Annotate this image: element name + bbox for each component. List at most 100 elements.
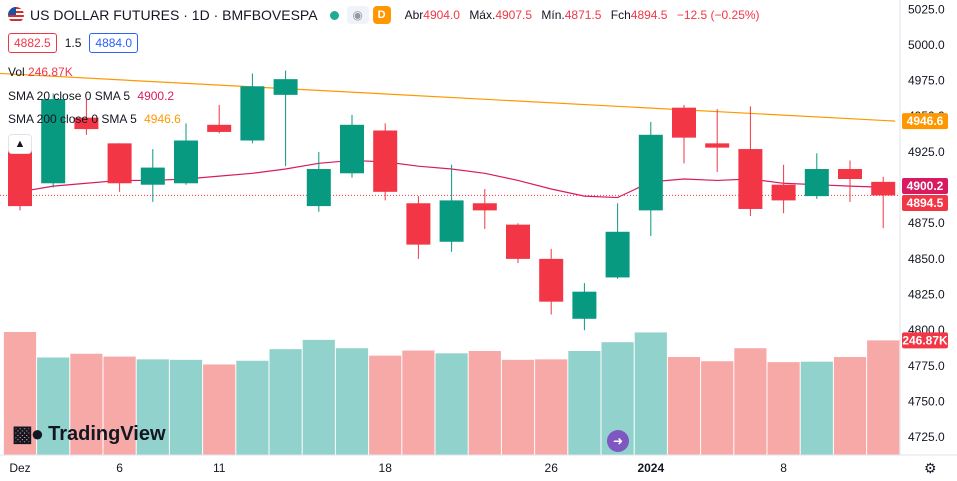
last-price-tag-bg xyxy=(902,195,948,211)
data-delay-badge[interactable]: D xyxy=(372,6,391,24)
volume-bar xyxy=(634,332,667,455)
vol-label: Vol xyxy=(8,65,25,79)
time-tick-label: 6 xyxy=(116,461,123,475)
candle xyxy=(506,223,530,264)
volume-bar xyxy=(103,356,136,455)
candle xyxy=(306,151,331,212)
us-flag-icon xyxy=(8,7,24,23)
vol-value: 246.87K xyxy=(28,65,73,79)
volume-price-tag: 246.87K xyxy=(902,332,948,349)
candle xyxy=(41,93,66,188)
candle xyxy=(572,283,597,331)
candle-body xyxy=(539,258,564,302)
volume-bar xyxy=(867,340,900,455)
volume-bar xyxy=(269,349,302,455)
legend-sma20[interactable]: SMA 20 close 0 SMA 5 4900.2 xyxy=(8,89,174,103)
low-value: 4871.5 xyxy=(564,8,602,22)
volume-bar xyxy=(37,357,70,455)
price-axis[interactable]: 4725.04750.04775.04800.04825.04850.04875… xyxy=(908,2,945,444)
candle xyxy=(406,196,431,259)
price-tick-label: 4875.0 xyxy=(908,216,945,230)
sma200-value: 4946.6 xyxy=(144,112,181,126)
candle-body xyxy=(472,203,497,211)
candle xyxy=(140,149,165,202)
sma20-price-tag-bg xyxy=(902,178,948,194)
volume-bar xyxy=(302,339,335,455)
eye-icon[interactable]: ◉ xyxy=(346,6,369,24)
volume-bar xyxy=(169,359,203,455)
close-label: Fch xyxy=(610,8,631,22)
sma200-path xyxy=(0,72,896,122)
chevron-up-icon[interactable]: ▲ xyxy=(8,134,32,154)
sma20-value: 4900.2 xyxy=(137,89,175,103)
time-tick-label: 11 xyxy=(213,461,226,475)
candle xyxy=(240,73,265,144)
volume-bar xyxy=(203,364,236,455)
candle-body xyxy=(738,149,763,209)
volume-bar xyxy=(3,331,37,455)
market-status-icon[interactable] xyxy=(329,10,339,20)
high-value: 4907.5 xyxy=(495,8,533,22)
ohlc-values: Abr4904.0 Máx.4907.5 Mín.4871.5 Fch4894.… xyxy=(405,8,760,22)
volume-bar xyxy=(335,348,369,455)
symbol-title[interactable]: US DOLLAR FUTURES · 1D · BMFBOVESPA xyxy=(30,7,318,23)
open-value: 4904.0 xyxy=(423,8,460,22)
last-price-tag-text: 4894.5 xyxy=(907,196,944,210)
symbol-header: US DOLLAR FUTURES · 1D · BMFBOVESPA ◉ D … xyxy=(8,6,760,24)
go-to-realtime-icon[interactable]: ➜ xyxy=(607,430,629,452)
price-tick-label: 4825.0 xyxy=(908,288,945,302)
candle-body xyxy=(207,124,232,132)
volume-bar xyxy=(568,351,601,455)
candle-body xyxy=(306,169,331,207)
candle xyxy=(74,99,99,135)
candle xyxy=(472,188,497,229)
legend-sma200[interactable]: SMA 200 close 0 SMA 5 4946.6 xyxy=(8,112,181,126)
candle xyxy=(738,106,763,217)
time-tick-label: Dez xyxy=(9,461,30,475)
time-tick-label: 8 xyxy=(780,461,787,475)
tradingview-logo-icon: ▩● xyxy=(12,421,44,446)
candles xyxy=(8,70,896,331)
volume-bar xyxy=(468,351,501,455)
candle-body xyxy=(174,140,198,184)
candle-body xyxy=(838,169,862,180)
candle-body xyxy=(107,143,132,184)
candle xyxy=(638,121,663,237)
sma200-price-tag-bg xyxy=(902,113,948,130)
volume-bar xyxy=(236,360,269,455)
volume-bars xyxy=(3,331,900,455)
price-tick-label: 4850.0 xyxy=(908,252,945,266)
volume-bar xyxy=(535,359,568,455)
candle-body xyxy=(240,86,265,141)
legend-volume[interactable]: Vol 246.87K xyxy=(8,65,73,79)
volume-bar xyxy=(833,357,867,455)
change-value: −12.5 (−0.25%) xyxy=(676,8,760,22)
sma200-price-tag-text: 4946.6 xyxy=(907,114,944,128)
sma200-label: SMA 200 close 0 SMA 5 xyxy=(8,112,137,126)
candle xyxy=(207,104,232,134)
last-price-tag: 4894.5 xyxy=(902,195,948,211)
gear-icon[interactable]: ⚙ xyxy=(924,460,937,476)
candle xyxy=(273,70,298,167)
buy-button[interactable]: 4884.0 xyxy=(89,33,139,53)
price-tick-label: 4975.0 xyxy=(908,74,945,88)
candle xyxy=(107,143,132,192)
sma20-label: SMA 20 close 0 SMA 5 xyxy=(8,89,131,103)
price-tick-label: 4750.0 xyxy=(908,395,945,409)
sma20-price-tag-text: 4900.2 xyxy=(907,179,944,193)
candle-body xyxy=(605,231,630,278)
candle-body xyxy=(8,149,32,207)
candle xyxy=(539,248,564,315)
price-tick-label: 5000.0 xyxy=(908,38,945,52)
time-axis[interactable]: Dez 6 11 18 26 2024 8 xyxy=(9,461,787,475)
candle xyxy=(439,164,464,252)
candle-body xyxy=(804,169,829,197)
candle xyxy=(340,114,364,178)
sell-button[interactable]: 4882.5 xyxy=(8,33,57,53)
time-tick-label: 18 xyxy=(379,461,393,475)
candle xyxy=(373,123,398,201)
volume-bar xyxy=(369,355,402,455)
tradingview-watermark[interactable]: ▩● TradingView xyxy=(12,421,166,447)
candle-body xyxy=(439,200,464,242)
